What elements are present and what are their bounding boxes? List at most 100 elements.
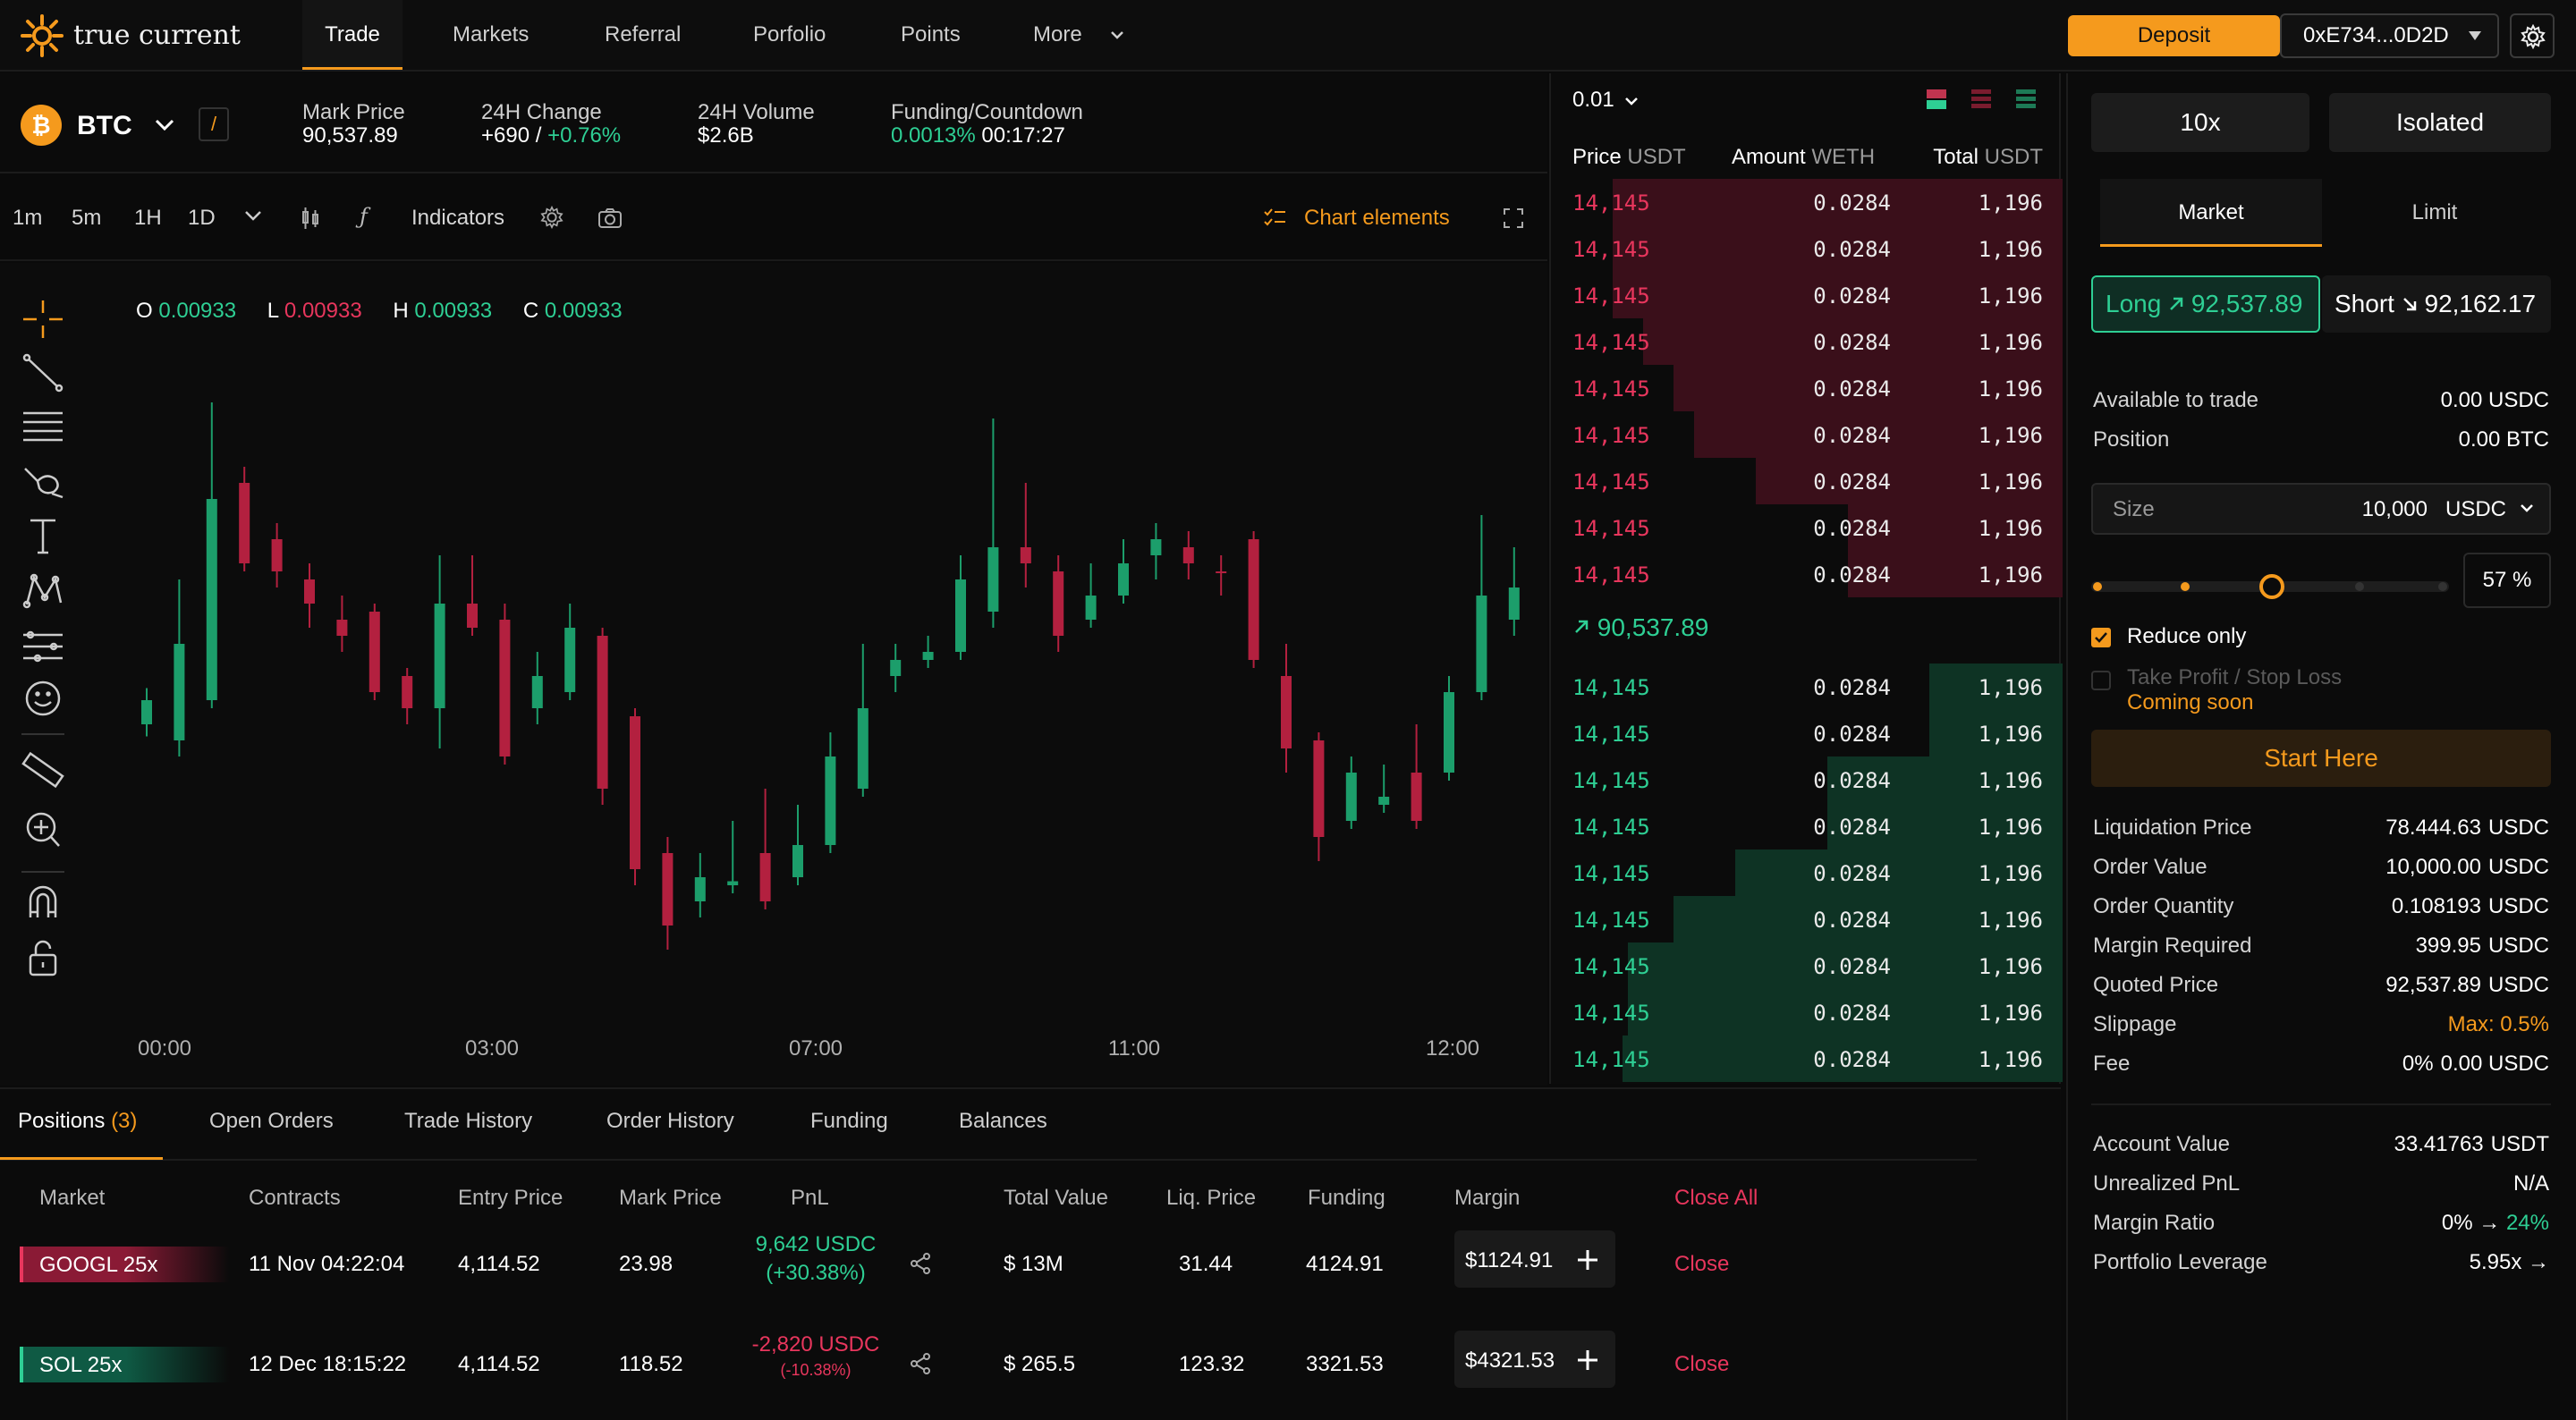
candle-body xyxy=(1216,571,1227,573)
detail-unit: USDC xyxy=(2487,855,2549,879)
ask-row[interactable]: 14,145 0.0284 1,196 xyxy=(1551,458,2063,504)
long-button[interactable]: Long 92,537.89 xyxy=(2091,275,2320,333)
tick-size-selector[interactable]: 0.01 xyxy=(1572,88,1640,113)
ask-row[interactable]: 14,145 0.0284 1,196 xyxy=(1551,411,2063,458)
size-input[interactable]: Size 10,000 USDC xyxy=(2091,483,2551,535)
ask-row[interactable]: 14,145 0.0284 1,196 xyxy=(1551,551,2063,597)
ask-row[interactable]: 14,145 0.0284 1,196 xyxy=(1551,504,2063,551)
bid-row[interactable]: 14,145 0.0284 1,196 xyxy=(1551,1035,2063,1082)
indicators-button[interactable]: Indicators xyxy=(411,206,505,230)
ask-row[interactable]: 14,145 0.0284 1,196 xyxy=(1551,272,2063,318)
interval-1h[interactable]: 1H xyxy=(134,206,162,230)
fullscreen-icon[interactable] xyxy=(1503,207,1524,229)
measure-lines-icon[interactable] xyxy=(20,626,66,667)
nav-tab-points[interactable]: Points xyxy=(901,0,961,70)
interval-5m[interactable]: 5m xyxy=(72,206,102,230)
slider-percent-input[interactable]: 57 % xyxy=(2463,553,2551,608)
ask-row[interactable]: 14,145 0.0284 1,196 xyxy=(1551,179,2063,225)
ob-price: 14,145 xyxy=(1572,237,1650,262)
pattern-icon[interactable] xyxy=(20,571,66,612)
chevron-down-icon[interactable] xyxy=(243,209,263,224)
zoom-in-icon[interactable] xyxy=(20,808,66,849)
size-unit[interactable]: USDC xyxy=(2445,497,2506,521)
short-button[interactable]: Short 92,162.17 xyxy=(2322,275,2551,333)
candle-body xyxy=(531,676,543,708)
horizontal-lines-icon[interactable] xyxy=(20,406,66,447)
tab-open-orders[interactable]: Open Orders xyxy=(209,1109,334,1133)
ob-total: 1,196 xyxy=(1978,376,2043,401)
settings-button[interactable] xyxy=(2510,13,2555,58)
plus-icon[interactable] xyxy=(1576,1248,1599,1272)
bid-row[interactable]: 14,145 0.0284 1,196 xyxy=(1551,942,2063,989)
interval-1d[interactable]: 1D xyxy=(188,206,216,230)
nav-tab-trade[interactable]: Trade xyxy=(302,0,402,70)
book-asks-icon[interactable] xyxy=(1970,88,1993,111)
tab-trade-history[interactable]: Trade History xyxy=(404,1109,533,1133)
market-selector[interactable]: ₿ BTC xyxy=(20,104,190,147)
bid-row[interactable]: 14,145 0.0284 1,196 xyxy=(1551,803,2063,849)
bid-row[interactable]: 14,145 0.0284 1,196 xyxy=(1551,989,2063,1035)
short-price: 92,162.17 xyxy=(2424,290,2537,317)
interval-1m[interactable]: 1m xyxy=(13,206,43,230)
camera-icon[interactable] xyxy=(597,207,623,229)
slider-handle[interactable] xyxy=(2259,574,2284,599)
nav-tab-markets[interactable]: Markets xyxy=(453,0,529,70)
brush-icon[interactable] xyxy=(20,461,66,503)
crosshair-icon[interactable] xyxy=(20,299,66,340)
tab-positions[interactable]: Positions (3) xyxy=(18,1109,137,1134)
nav-tab-referral[interactable]: Referral xyxy=(605,0,681,70)
wallet-address-button[interactable]: 0xE734...0D2D xyxy=(2280,13,2499,58)
ruler-icon[interactable] xyxy=(20,749,66,790)
chart-settings-icon[interactable] xyxy=(540,206,564,229)
depth-bar xyxy=(1929,710,2063,756)
close-button[interactable]: Close xyxy=(1674,1352,1730,1376)
function-icon[interactable]: ƒ xyxy=(360,204,368,229)
bid-row[interactable]: 14,145 0.0284 1,196 xyxy=(1551,756,2063,803)
candle-type-icon[interactable] xyxy=(301,206,320,231)
tab-market[interactable]: Market xyxy=(2100,179,2322,247)
tab-order-history[interactable]: Order History xyxy=(606,1109,734,1133)
book-bids-icon[interactable] xyxy=(2014,88,2038,111)
emoji-icon[interactable] xyxy=(20,678,66,719)
ask-row[interactable]: 14,145 0.0284 1,196 xyxy=(1551,225,2063,272)
nav-tab-more[interactable]: More xyxy=(1033,0,1127,70)
bid-row[interactable]: 14,145 0.0284 1,196 xyxy=(1551,710,2063,756)
candle-body xyxy=(1020,547,1031,563)
tab-limit[interactable]: Limit xyxy=(2411,200,2458,224)
tab-balances[interactable]: Balances xyxy=(959,1109,1047,1133)
chevron-down-icon xyxy=(1111,31,1123,39)
market-tag[interactable]: SOL 25x xyxy=(20,1347,229,1382)
leverage-button[interactable]: 10x xyxy=(2091,93,2309,152)
plus-icon[interactable] xyxy=(1576,1348,1599,1372)
nav-tab-portfolio[interactable]: Porfolio xyxy=(753,0,826,70)
price-chart[interactable] xyxy=(0,263,1547,1086)
start-here-button[interactable]: Start Here xyxy=(2091,730,2551,787)
share-icon[interactable] xyxy=(909,1252,932,1275)
close-button[interactable]: Close xyxy=(1674,1252,1730,1276)
text-icon[interactable] xyxy=(20,515,66,556)
ob-total: 1,196 xyxy=(1978,861,2043,886)
bid-row[interactable]: 14,145 0.0284 1,196 xyxy=(1551,849,2063,896)
logo[interactable]: true current xyxy=(18,13,250,59)
lock-icon[interactable] xyxy=(20,937,66,978)
bid-row[interactable]: 14,145 0.0284 1,196 xyxy=(1551,664,2063,710)
change-abs: +690 / xyxy=(481,123,542,148)
deposit-button[interactable]: Deposit xyxy=(2068,15,2280,56)
ob-amount: 0.0284 xyxy=(1813,675,1891,700)
trend-line-icon[interactable] xyxy=(20,352,66,393)
share-icon[interactable] xyxy=(909,1352,932,1375)
ask-row[interactable]: 14,145 0.0284 1,196 xyxy=(1551,318,2063,365)
ask-row[interactable]: 14,145 0.0284 1,196 xyxy=(1551,365,2063,411)
ob-amount: 0.0284 xyxy=(1813,1001,1891,1026)
book-both-icon[interactable] xyxy=(1925,88,1948,111)
market-tag[interactable]: GOOGL 25x xyxy=(20,1247,229,1282)
margin-mode-button[interactable]: Isolated xyxy=(2329,93,2551,152)
magnet-icon[interactable] xyxy=(20,882,66,923)
available-amount: 0.00 xyxy=(2440,388,2483,412)
bid-row[interactable]: 14,145 0.0284 1,196 xyxy=(1551,896,2063,942)
tab-funding[interactable]: Funding xyxy=(810,1109,888,1133)
arrow-right-icon[interactable]: → xyxy=(2521,1250,2549,1274)
size-slider[interactable] xyxy=(2091,569,2449,604)
favorite-button[interactable]: / xyxy=(199,107,229,141)
close-all-button[interactable]: Close All xyxy=(1674,1186,1758,1210)
